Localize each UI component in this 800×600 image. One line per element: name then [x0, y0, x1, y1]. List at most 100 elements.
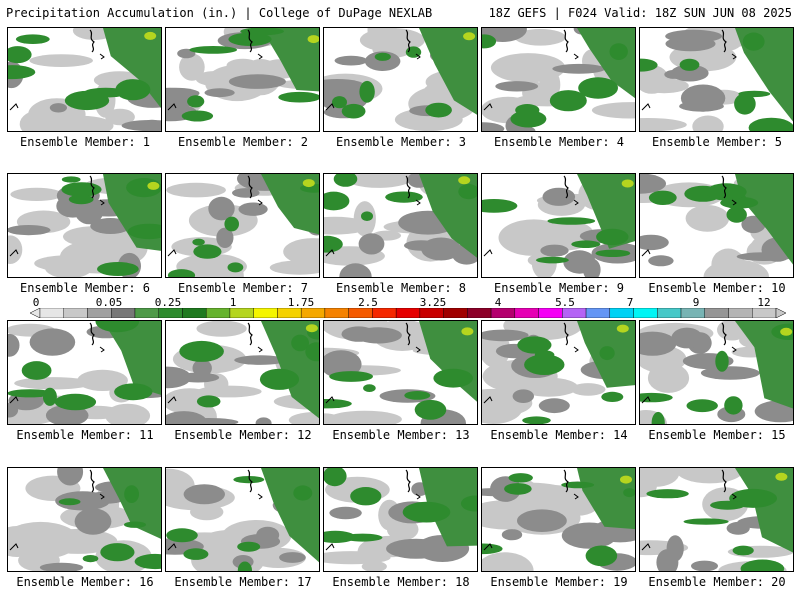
precip-field — [324, 28, 477, 131]
colorbar-tick-label: 2.5 — [358, 296, 378, 309]
precip-field — [166, 174, 319, 277]
ensemble-member-label: Ensemble Member: 20 — [648, 575, 786, 589]
precip-field — [8, 468, 161, 571]
ensemble-map-panel — [7, 467, 162, 572]
ensemble-member-label: Ensemble Member: 13 — [332, 428, 470, 442]
colorbar-tick-label: 9 — [692, 296, 700, 309]
precip-field — [8, 174, 161, 277]
colorbar-tick-label: 0.25 — [154, 296, 182, 309]
colorbar-swatch — [609, 308, 634, 318]
precip-colorbar — [30, 308, 786, 318]
precip-field — [482, 321, 635, 424]
colorbar-swatch — [585, 308, 610, 318]
precip-field — [166, 321, 319, 424]
precip-field — [166, 468, 319, 571]
colorbar-swatch — [229, 308, 254, 318]
precip-field — [482, 174, 635, 277]
precip-field — [166, 28, 319, 122]
precip-field — [482, 28, 635, 131]
colorbar-swatch — [657, 308, 682, 318]
ensemble-map-panel — [165, 27, 320, 132]
ensemble-member-label: Ensemble Member: 6 — [19, 281, 151, 295]
ensemble-member-label: Ensemble Member: 16 — [16, 575, 154, 589]
ensemble-member-label: Ensemble Member: 19 — [490, 575, 628, 589]
precip-field — [640, 468, 793, 571]
colorbar-swatch — [467, 308, 492, 318]
colorbar-tick-label: 0 — [32, 296, 40, 309]
colorbar-tick-label: 12 — [757, 296, 771, 309]
ensemble-map-panel — [323, 173, 478, 278]
ensemble-map-panel — [165, 467, 320, 572]
colorbar-swatch — [39, 308, 64, 318]
ensemble-member-label: Ensemble Member: 2 — [177, 135, 309, 149]
ensemble-member-label: Ensemble Member: 11 — [16, 428, 154, 442]
colorbar-swatch — [277, 308, 302, 318]
colorbar-swatch — [443, 308, 468, 318]
colorbar-swatch — [134, 308, 159, 318]
ensemble-member-label: Ensemble Member: 18 — [332, 575, 470, 589]
colorbar-swatch — [87, 308, 112, 318]
colorbar-swatch — [205, 308, 231, 318]
precip-field — [324, 468, 477, 571]
ensemble-map-panel — [481, 173, 636, 278]
precip-field — [482, 468, 635, 571]
colorbar-swatch — [111, 308, 136, 318]
colorbar-swatch — [562, 308, 587, 318]
colorbar-swatch — [63, 308, 88, 318]
ensemble-map-panel — [7, 27, 162, 132]
colorbar-swatch — [158, 308, 183, 318]
ensemble-member-label: Ensemble Member: 9 — [493, 281, 625, 295]
colorbar-swatch — [419, 308, 444, 318]
precip-field — [640, 28, 793, 131]
colorbar-swatch — [728, 308, 753, 318]
colorbar-tick-label: 1.75 — [287, 296, 315, 309]
ensemble-map-panel — [165, 173, 320, 278]
model-run-info: 18Z GEFS | F024 Valid: 18Z SUN JUN 08 20… — [488, 6, 792, 20]
precip-field — [640, 321, 793, 424]
ensemble-member-label: Ensemble Member: 8 — [335, 281, 467, 295]
colorbar-tick-label: 5.5 — [555, 296, 575, 309]
ensemble-member-label: Ensemble Member: 3 — [335, 135, 467, 149]
precip-field — [640, 174, 793, 277]
colorbar-swatch — [680, 308, 705, 318]
colorbar-swatch — [182, 308, 207, 318]
ensemble-member-label: Ensemble Member: 17 — [174, 575, 312, 589]
colorbar-swatch — [752, 308, 777, 318]
ensemble-map-panel — [481, 320, 636, 425]
ensemble-member-label: Ensemble Member: 10 — [648, 281, 786, 295]
ensemble-map-panel — [481, 467, 636, 572]
ensemble-member-label: Ensemble Member: 12 — [174, 428, 312, 442]
colorbar-swatch — [348, 308, 373, 318]
ensemble-member-label: Ensemble Member: 1 — [19, 135, 151, 149]
ensemble-map-panel — [7, 320, 162, 425]
colorbar-swatch — [538, 308, 563, 318]
colorbar-tick-label: 1 — [229, 296, 237, 309]
ensemble-member-label: Ensemble Member: 7 — [177, 281, 309, 295]
precip-field — [324, 321, 477, 424]
ensemble-member-label: Ensemble Member: 14 — [490, 428, 628, 442]
ensemble-map-panel — [639, 467, 794, 572]
ensemble-map-panel — [165, 320, 320, 425]
colorbar-tick-label: 0.05 — [95, 296, 123, 309]
colorbar-tick-label: 4 — [494, 296, 502, 309]
ensemble-member-label: Ensemble Member: 15 — [648, 428, 786, 442]
colorbar-tick-label: 7 — [626, 296, 634, 309]
ensemble-map-panel — [323, 467, 478, 572]
precip-field — [324, 174, 477, 277]
precip-field — [8, 321, 161, 424]
ensemble-member-label: Ensemble Member: 4 — [493, 135, 625, 149]
map-title: Precipitation Accumulation (in.) | Colle… — [6, 6, 433, 20]
ensemble-map-panel — [639, 173, 794, 278]
colorbar-swatch — [704, 308, 729, 318]
colorbar-swatch — [253, 308, 278, 318]
ensemble-map-panel — [639, 27, 794, 132]
colorbar-swatch — [395, 308, 421, 318]
colorbar-swatch — [490, 308, 516, 318]
ensemble-map-panel — [323, 27, 478, 132]
ensemble-map-panel — [7, 173, 162, 278]
colorbar-swatch — [514, 308, 539, 318]
colorbar-swatch — [300, 308, 326, 318]
ensemble-map-panel — [481, 27, 636, 132]
ensemble-member-label: Ensemble Member: 5 — [651, 135, 783, 149]
colorbar-swatch — [633, 308, 658, 318]
